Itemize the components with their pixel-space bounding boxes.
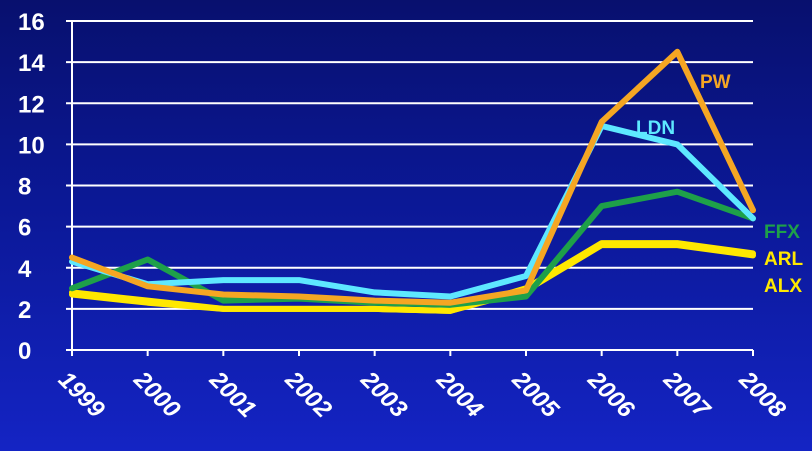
- series-lines: [69, 48, 756, 314]
- y-tick-label: 10: [18, 132, 45, 159]
- y-tick-label: 12: [18, 91, 45, 118]
- series-label-ffx: FFX: [764, 222, 800, 243]
- y-tick-label: 4: [18, 256, 32, 283]
- series-line-arl: [69, 240, 756, 314]
- series-labels: PW LDN FFX ARL ALX: [636, 72, 803, 297]
- x-tick-label: 1999: [53, 366, 110, 423]
- x-tick-label: 2001: [204, 366, 262, 424]
- series-label-ldn: LDN: [636, 118, 675, 139]
- y-tick-label: 14: [18, 50, 45, 77]
- x-tick-label: 2008: [733, 366, 791, 424]
- x-tick-label: 2000: [128, 366, 186, 424]
- y-tick-labels: 0 2 4 6 8 10 12 14 16: [18, 9, 45, 365]
- x-tick-label: 2007: [658, 366, 717, 425]
- series-label-alx: ALX: [764, 276, 802, 297]
- x-tick-label: 2003: [355, 366, 413, 424]
- y-tick-label: 8: [18, 174, 31, 201]
- series-label-pw: PW: [700, 72, 731, 93]
- x-tick-label: 2002: [279, 366, 337, 424]
- gridlines: [66, 20, 753, 351]
- x-tick-label: 2005: [506, 366, 564, 424]
- x-tick-labels: 1999 2000 2001 2002 2003 2004 2005 2006 2007 2008: [53, 350, 791, 424]
- y-tick-label: 6: [18, 215, 31, 242]
- y-tick-label: 2: [18, 297, 31, 324]
- series-label-arl: ARL: [764, 249, 803, 270]
- y-tick-label: 0: [18, 338, 31, 365]
- x-tick-label: 2006: [582, 366, 640, 424]
- y-tick-label: 16: [18, 9, 45, 36]
- series-line-ldn: [69, 122, 756, 300]
- series-line-pw: [69, 48, 756, 306]
- x-tick-label: 2004: [431, 366, 489, 424]
